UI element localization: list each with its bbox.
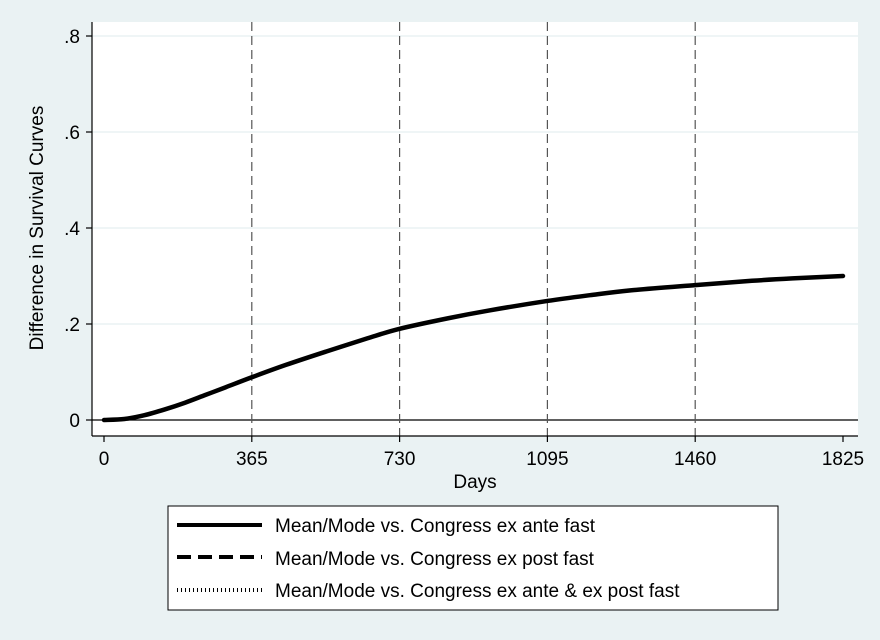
grid-lines: [92, 35, 858, 325]
x-axis-title: Days: [453, 472, 496, 493]
plot-area: [92, 22, 858, 436]
series-lines: [101, 273, 846, 423]
legend-box: [167, 505, 779, 611]
series-line-0: [101, 273, 846, 423]
x-tick-label-3: 1095: [526, 449, 568, 470]
y-tick-label-4: .8: [64, 27, 80, 48]
y-axis-title: Difference in Survival Curves: [27, 106, 48, 351]
x-tick-label-0: 0: [99, 449, 110, 470]
x-tick-label-1: 365: [236, 449, 268, 470]
reference-lines: [92, 22, 858, 436]
legend: Mean/Mode vs. Congress ex ante fast Mean…: [167, 505, 779, 611]
legend-label-1: Mean/Mode vs. Congress ex post fast: [275, 549, 595, 570]
y-tick-label-1: .2: [64, 315, 80, 336]
y-tick-label-2: .4: [64, 219, 80, 240]
legend-label-0: Mean/Mode vs. Congress ex ante fast: [275, 516, 596, 537]
y-ticks: 0 .2 .4 .6 .8: [64, 27, 92, 432]
x-ticks: 0 365 730 1095 1460 1825: [99, 436, 864, 470]
y-tick-label-3: .6: [64, 123, 80, 144]
x-tick-label-4: 1460: [674, 449, 716, 470]
y-tick-label-0: 0: [69, 411, 80, 432]
legend-label-2: Mean/Mode vs. Congress ex ante & ex post…: [275, 581, 680, 602]
x-tick-label-5: 1825: [822, 449, 864, 470]
x-tick-label-2: 730: [384, 449, 416, 470]
axes: [91, 22, 858, 437]
